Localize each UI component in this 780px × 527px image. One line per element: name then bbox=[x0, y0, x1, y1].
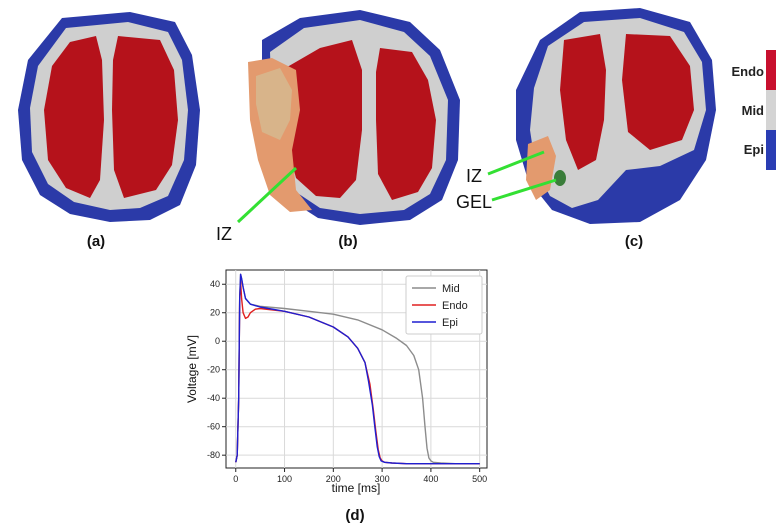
legend-label-endo: Endo bbox=[442, 300, 468, 312]
colorbar-segment-mid bbox=[766, 90, 776, 130]
x-tick-label: 200 bbox=[326, 474, 341, 484]
panel-a-label: (a) bbox=[87, 233, 105, 250]
panel-c-heart bbox=[487, 8, 716, 224]
y-tick-label: -20 bbox=[207, 365, 220, 375]
panel-c-iz-label: IZ bbox=[466, 166, 482, 186]
panel-c-gel-pointer bbox=[491, 178, 557, 202]
colorbar-segment-endo bbox=[766, 50, 776, 90]
panel-b-iz-label: IZ bbox=[216, 224, 232, 244]
colorbar-label-mid: Mid bbox=[742, 103, 764, 118]
y-tick-label: -80 bbox=[207, 450, 220, 460]
panel-c-label: (c) bbox=[625, 233, 643, 250]
y-tick-label: -60 bbox=[207, 422, 220, 432]
x-axis-label: time [ms] bbox=[332, 481, 381, 495]
x-tick-label: 300 bbox=[375, 474, 390, 484]
panel-b-iz-pointer bbox=[236, 166, 298, 224]
x-tick-label: 400 bbox=[423, 474, 438, 484]
legend-label-mid: Mid bbox=[442, 283, 460, 295]
panel-b-endo-left bbox=[280, 40, 362, 198]
panel-a-endo-right bbox=[112, 36, 178, 198]
colorbar-label-epi: Epi bbox=[744, 142, 764, 157]
y-tick-label: 0 bbox=[215, 336, 220, 346]
series-lines bbox=[235, 273, 480, 465]
axis-ticks: 0 100 200 300 400 500 -80 -60 -40 -20 0 20 40 bbox=[207, 279, 487, 484]
panel-c-endo-left bbox=[560, 34, 606, 170]
y-axis-label: Voltage [mV] bbox=[185, 335, 199, 403]
panel-d-label: (d) bbox=[345, 507, 364, 524]
chart-legend: Mid Endo Epi bbox=[405, 275, 483, 335]
panel-a-endo-left bbox=[44, 36, 104, 198]
action-potential-chart: 0 100 200 300 400 500 -80 -60 -40 -20 0 20 40 time [… bbox=[185, 269, 488, 495]
panel-c-gel-region bbox=[554, 170, 566, 186]
panel-b-iz-highlight bbox=[256, 68, 292, 140]
panel-a-heart bbox=[18, 12, 200, 222]
panel-c-gel-label: GEL bbox=[456, 192, 492, 212]
x-tick-label: 500 bbox=[472, 474, 487, 484]
panel-b-label: (b) bbox=[338, 233, 357, 250]
y-tick-label: 40 bbox=[210, 279, 220, 289]
panel-c-endo-right bbox=[622, 34, 694, 150]
y-tick-label: -40 bbox=[207, 393, 220, 403]
panel-c-iz-region bbox=[526, 136, 556, 200]
legend-box bbox=[405, 275, 483, 335]
colorbar-label-endo: Endo bbox=[732, 64, 765, 79]
x-tick-label: 0 bbox=[233, 474, 238, 484]
x-tick-label: 100 bbox=[277, 474, 292, 484]
legend-label-epi: Epi bbox=[442, 317, 458, 329]
y-tick-label: 20 bbox=[210, 308, 220, 318]
tissue-colorbar: Endo Mid Epi bbox=[732, 50, 776, 170]
panel-c-iz-pointer bbox=[487, 150, 545, 176]
series-line-epi bbox=[235, 273, 480, 465]
panel-b-endo-right bbox=[376, 48, 436, 200]
panel-b-heart bbox=[236, 10, 460, 225]
colorbar-segment-epi bbox=[766, 130, 776, 170]
